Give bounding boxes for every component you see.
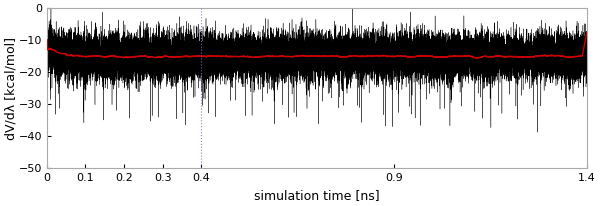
X-axis label: simulation time [ns]: simulation time [ns] (254, 189, 380, 202)
Y-axis label: dV/dλ [kcal/mol]: dV/dλ [kcal/mol] (4, 37, 17, 140)
